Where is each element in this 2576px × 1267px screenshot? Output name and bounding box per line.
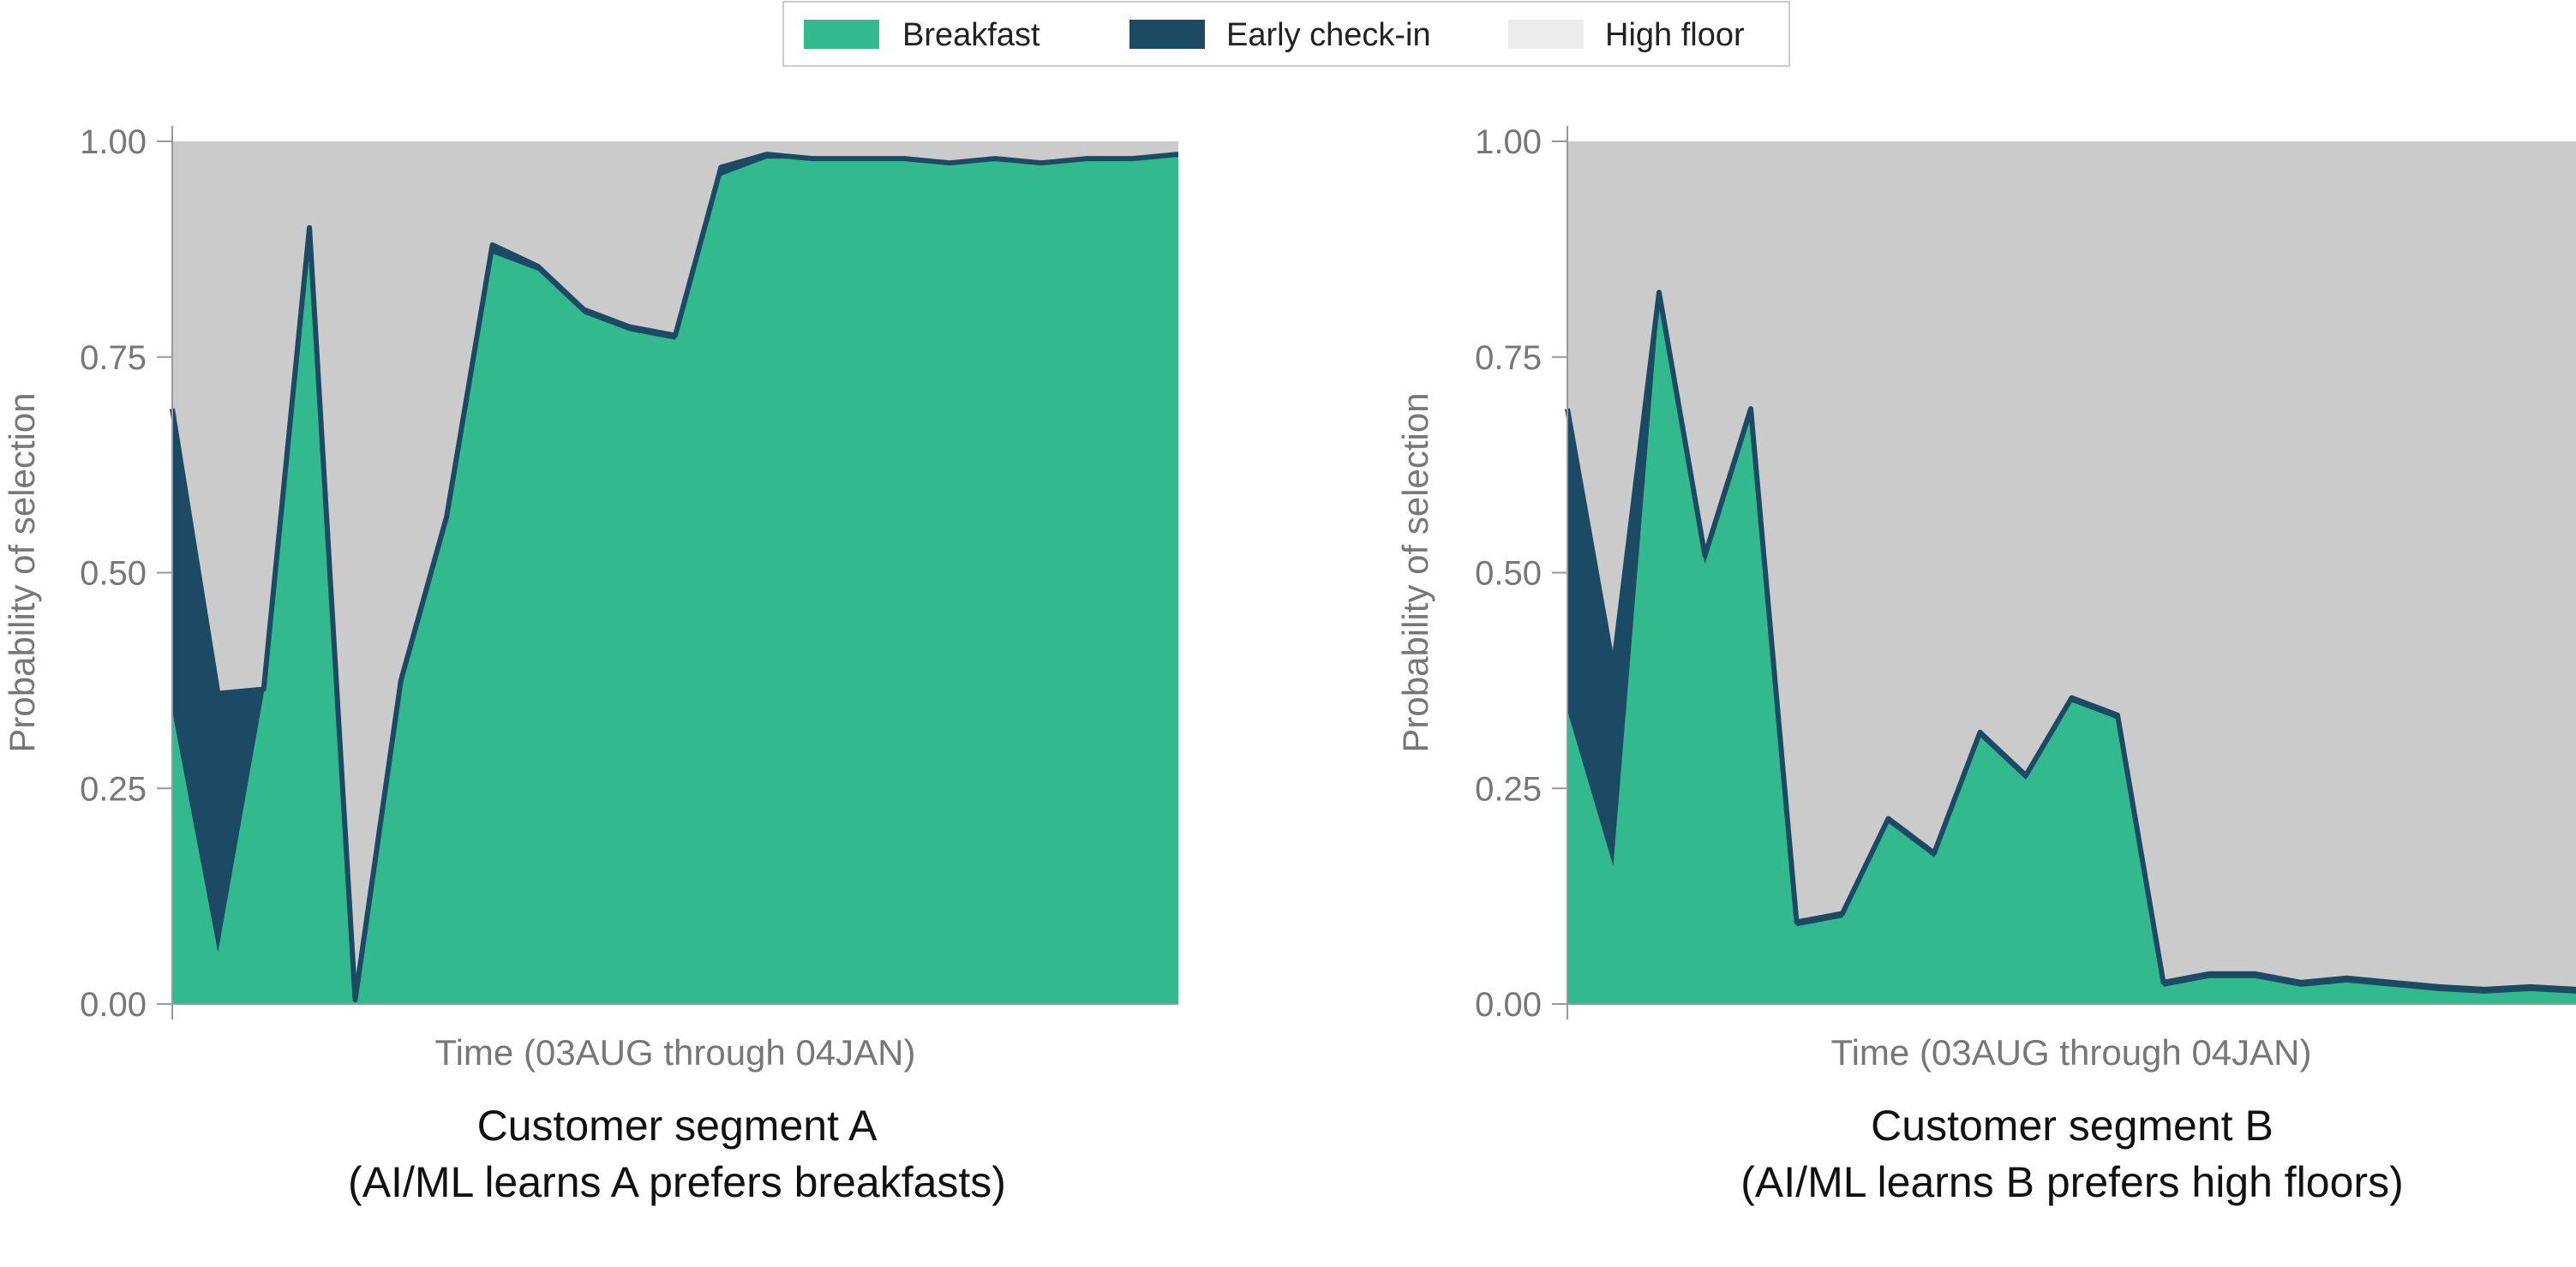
legend-swatch-high-floor [1508,20,1584,49]
y-tick-label: 0.25 [1475,770,1542,808]
legend-label-breakfast: Breakfast [902,17,1040,53]
legend-swatch-early-checkin [1129,20,1205,49]
line-early-check-in-edge [1565,290,2576,992]
x-axis-label: Time (03AUG through 04JAN) [435,1032,916,1073]
y-tick-label: 1.00 [80,123,147,161]
y-tick-label: 0.50 [80,555,147,593]
y-tick-label: 0.50 [1475,555,1542,593]
line-early-check-in-edge [170,152,1179,1002]
chart-subtitle: (AI/ML learns B prefers high floors) [1740,1158,2403,1206]
chart-title: Customer segment A [477,1102,878,1150]
legend: Breakfast Early check-in High floor [782,1,1790,67]
chart-subtitle: (AI/ML learns A prefers breakfasts) [348,1158,1006,1206]
y-axis-label: Probability of selection [1395,392,1435,752]
area-breakfast [172,154,1178,1005]
y-tick-label: 0.75 [80,339,147,377]
y-tick-label: 0.75 [1475,339,1542,377]
y-tick-label: 0.25 [80,770,147,808]
y-tick-label: 1.00 [1475,123,1542,161]
legend-label-early-checkin: Early check-in [1226,17,1431,53]
area-breakfast [1567,305,2576,1005]
legend-swatch-breakfast [804,20,879,49]
y-axis-label: Probability of selection [2,392,42,752]
legend-label-high-floor: High floor [1605,17,1745,53]
chart-title: Customer segment B [1871,1102,2273,1150]
x-axis-label: Time (03AUG through 04JAN) [1831,1032,2312,1073]
y-tick-label: 0.00 [1475,986,1542,1024]
legend-box [782,1,1790,67]
y-tick-label: 0.00 [80,986,147,1024]
chart-panel-segment-a: 0.00 0.25 0.50 0.75 1.00 Probability of selec… [2,123,1179,1206]
chart-panel-segment-b: 0.00 0.25 0.50 0.75 1.00 Probability of selec… [1395,123,2576,1206]
